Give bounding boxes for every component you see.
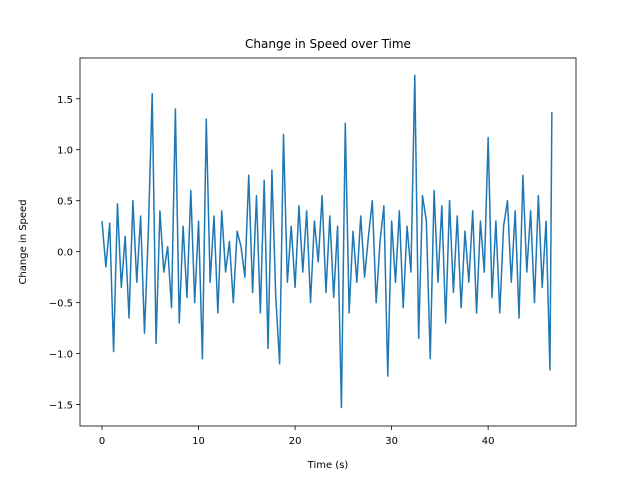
y-tick-label: 0.5 <box>57 197 73 208</box>
x-tick-label: 10 <box>192 436 205 447</box>
chart-title: Change in Speed over Time <box>245 37 411 51</box>
y-tick-label: −0.5 <box>49 299 73 310</box>
plot-frame <box>79 57 577 427</box>
y-tick-label: 1.0 <box>57 146 73 157</box>
y-axis-label: Change in Speed <box>18 199 29 284</box>
data-line <box>101 74 553 409</box>
x-tick-label: 20 <box>289 436 302 447</box>
y-tick-label: −1.0 <box>49 350 73 361</box>
x-tick-label: 0 <box>99 436 105 447</box>
x-tick-label: 30 <box>385 436 398 447</box>
x-tick-label: 40 <box>482 436 495 447</box>
y-tick-label: 0.0 <box>57 248 73 259</box>
x-axis-label: Time (s) <box>307 460 349 471</box>
y-tick-label: −1.5 <box>49 401 73 412</box>
y-tick-label: 1.5 <box>57 95 73 106</box>
